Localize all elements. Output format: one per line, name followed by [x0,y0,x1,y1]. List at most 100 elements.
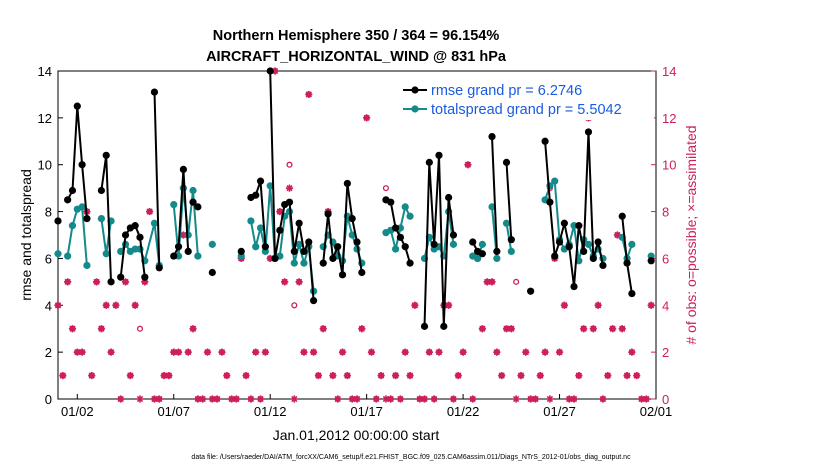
obs-assimilated-point [493,348,501,356]
rmse-point [478,250,486,258]
obs-assimilated-point [541,348,549,356]
obs-assimilated-point [285,184,294,192]
legend-rmse-marker [411,86,419,94]
x-tick-label: 01/27 [543,404,576,419]
spread-point [584,240,593,248]
obs-assimilated-point [623,371,631,380]
obs-assimilated-point [213,395,221,403]
x-tick-label: 01/17 [350,404,383,419]
obs-assimilated-point [435,348,443,356]
y-tick-label: 10 [38,158,52,173]
rmse-point [290,247,298,255]
spread-point [401,203,409,211]
obs-assimilated-point [367,348,376,356]
obs-assimilated-point [555,348,564,356]
spread-point [194,252,202,260]
rmse-line-segment [621,216,633,294]
rmse-point [174,243,183,251]
obs-assimilated-point [170,348,178,356]
chart-title: Northern Hemisphere 350 / 364 = 96.154% [213,28,500,44]
obs-assimilated-point [256,395,265,403]
rmse-point [83,215,91,223]
obs-assimilated-point [314,371,323,380]
obs-assimilated-point [608,325,617,333]
obs-assimilated-point [59,371,67,380]
spread-point [102,250,110,258]
obs-assimilated-point [281,278,289,286]
obs-possible-point [513,278,520,285]
obs-assimilated-point [445,301,453,309]
rmse-point [440,322,448,330]
obs-assimilated-point [329,371,337,380]
obs-assimilated-point [54,301,62,309]
spread-point [54,250,62,258]
obs-assimilated-point [107,348,115,356]
spread-point [478,240,486,248]
rmse-point [406,259,414,267]
obs-assimilated-point [507,325,515,333]
obs-assimilated-point [184,348,192,356]
obs-assimilated-point [536,371,544,380]
rmse-point [261,243,269,251]
y-tick-label: 12 [38,111,52,126]
rmse-point [628,289,636,298]
chart-subtitle: AIRCRAFT_HORIZONTAL_WIND @ 831 hPa [206,49,507,65]
spread-point [170,200,178,209]
rmse-point [189,198,197,206]
obs-assimilated-point [112,301,120,309]
obs-assimilated-point [604,371,612,380]
spread-point [295,240,303,248]
spread-point [208,240,216,248]
spread-point [189,186,197,195]
obs-assimilated-point [228,395,236,403]
obs-assimilated-point [179,231,187,239]
rmse-point [527,287,535,295]
obs-possible-point [136,325,144,332]
rmse-point [555,238,564,246]
obs-assimilated-point [305,90,313,99]
obs-assimilated-point [353,395,361,403]
rmse-point [170,252,178,260]
x-tick-label: 02/01 [640,404,673,419]
rmse-point [117,273,125,281]
obs-assimilated-point [232,395,241,403]
spread-point [628,240,636,248]
y-tick-label: 4 [45,298,52,313]
footnote: data file: /Users/raeder/DAI/ATM_forcXX/… [191,454,631,461]
obs-assimilated-point [560,301,568,309]
rmse-point [493,247,501,255]
rmse-point [150,88,159,96]
y2-axis-label: # of obs: o=possible; ×=assimilated [683,125,699,344]
obs-assimilated-point [594,301,602,309]
rmse-point [64,196,72,204]
obs-assimilated-point [633,371,641,380]
obs-assimilated-point [165,371,173,380]
rmse-point [141,273,149,281]
obs-assimilated-point [527,395,535,403]
obs-assimilated-point [131,301,139,309]
rmse-series [54,67,655,330]
rmse-point [78,161,86,169]
obs-assimilated-point [502,325,511,333]
rmse-point [256,177,265,185]
obs-assimilated-point [252,348,260,356]
obs-assimilated-point [589,325,597,333]
spread-point [551,177,559,185]
spread-point [64,252,72,260]
legend-spread-marker [411,105,419,113]
obs-assimilated-point [155,395,163,403]
obs-assimilated-point [363,114,371,122]
obs-assimilated-point [478,325,486,333]
obs-assimilated-point [295,278,303,286]
obs-assimilated-point [637,395,646,403]
rmse-point [584,128,593,136]
rmse-line-segment [322,183,363,275]
obs-assimilated-point [276,207,284,216]
rmse-point [488,133,496,141]
obs-assimilated-point [97,325,106,333]
obs-assimilated-point [420,395,429,403]
obs-assimilated-point [300,348,308,356]
rmse-point [401,243,409,251]
obs-assimilated-point [401,348,409,356]
rmse-point [271,254,279,263]
